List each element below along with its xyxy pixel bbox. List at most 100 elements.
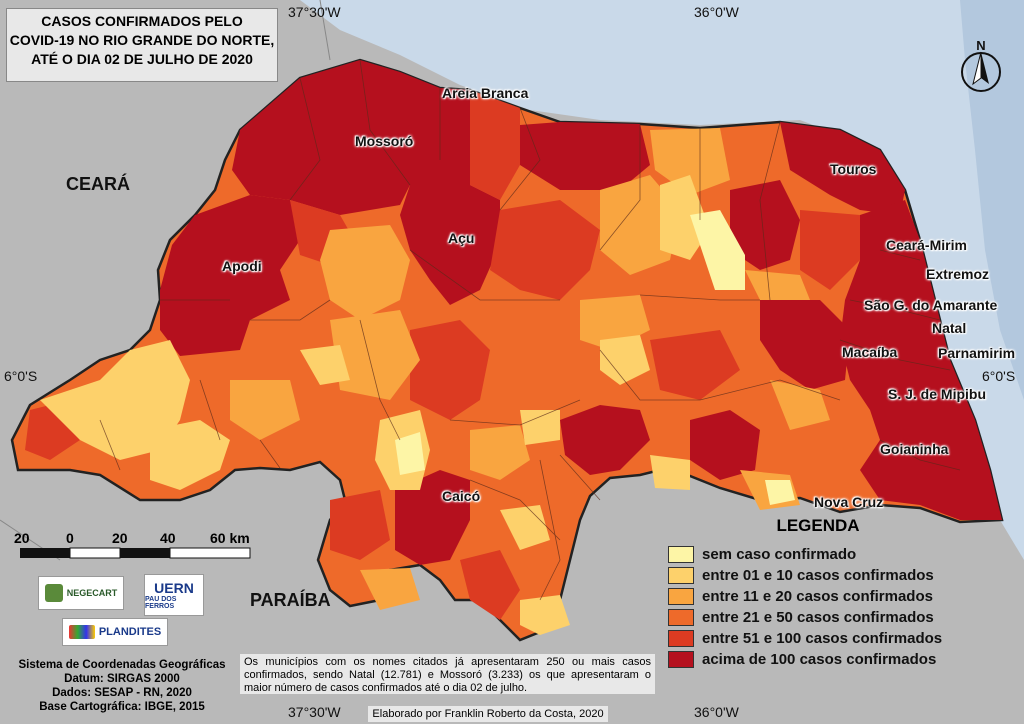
- region-r11-l: [360, 568, 420, 610]
- city-label-extremoz: Extremoz: [926, 266, 990, 282]
- title-line-3: ATÉ O DIA 02 DE JULHO DE 2020: [31, 51, 253, 67]
- uern-subtext: PAU DOS FERROS: [145, 596, 177, 610]
- legend-label: entre 01 e 10 casos confirmados: [702, 567, 934, 584]
- region-r11-c: [650, 128, 730, 195]
- negecart-text: NEGECART: [66, 588, 118, 598]
- ocean-deep: [960, 0, 1024, 400]
- plandites-logo: PLANDITES: [62, 618, 168, 646]
- city-label-sao-goncalo: São G. do Amarante: [864, 297, 998, 313]
- info-line: Base Cartográfica: IBGE, 2015: [39, 701, 205, 713]
- legend-label: sem caso confirmado: [702, 546, 857, 563]
- city-label-natal: Natal: [932, 320, 967, 336]
- legend-swatch: [668, 609, 694, 626]
- region-r01-g: [520, 595, 570, 635]
- info-line: Datum: SIRGAS 2000: [64, 673, 180, 685]
- info-line: Sistema de Coordenadas Geográficas: [18, 659, 226, 671]
- region-r01-d: [300, 345, 350, 385]
- region-r01-b: [150, 420, 230, 490]
- region-r01-e: [660, 175, 710, 260]
- region-r51-g: [330, 490, 390, 560]
- region-apodi: [160, 195, 300, 356]
- city-label-ceara-mirim: Ceará-Mirim: [886, 237, 967, 253]
- region-r01-f: [600, 335, 650, 385]
- info-line: Dados: SESAP - RN, 2020: [52, 687, 192, 699]
- legend-item: entre 11 e 20 casos confirmados: [668, 586, 1008, 607]
- region-agreste: [690, 410, 760, 480]
- region-r01-j: [650, 455, 690, 490]
- scale-label: 0: [66, 530, 74, 546]
- region-r0-c: [395, 432, 425, 475]
- region-mossoro: [232, 60, 470, 215]
- legend: LEGENDA sem caso confirmado entre 01 e 1…: [668, 516, 1008, 670]
- legend-item: entre 01 e 10 casos confirmados: [668, 565, 1008, 586]
- city-label-acu: Açu: [448, 230, 475, 246]
- title-line-2: COVID-19 NO RIO GRANDE DO NORTE,: [9, 32, 275, 48]
- region-caico: [395, 470, 470, 565]
- city-label-caico: Caicó: [442, 488, 481, 504]
- north-arrow-icon: N: [958, 38, 1004, 94]
- plandites-text: PLANDITES: [98, 626, 162, 638]
- scale-label: 40: [160, 530, 176, 546]
- city-label-macaiba: Macaíba: [842, 344, 898, 360]
- legend-label: entre 11 e 20 casos confirmados: [702, 588, 933, 605]
- legend-label: entre 51 e 100 casos confirmados: [702, 630, 943, 647]
- legend-swatch: [668, 651, 694, 668]
- region-north: [520, 122, 650, 190]
- scale-label: 60 km: [210, 530, 250, 546]
- legend-swatch: [668, 546, 694, 563]
- north-label: N: [976, 38, 985, 53]
- coord-top-left: 37°30'W: [288, 4, 341, 20]
- region-r01-h: [500, 505, 550, 550]
- region-r0-a: [690, 210, 745, 290]
- uern-logo: UERN PAU DOS FERROS: [144, 574, 204, 616]
- state-label-paraiba: PARAÍBA: [250, 590, 331, 610]
- coord-bottom-left: 37°30'W: [288, 704, 341, 720]
- scale-label: 20: [112, 530, 128, 546]
- people-icon: [68, 625, 95, 639]
- city-label-nova-cruz: Nova Cruz: [814, 494, 884, 510]
- region-acu: [400, 185, 500, 305]
- coord-left-lat: 6°0'S: [4, 368, 38, 384]
- city-label-mipibu: S. J. de Mipibu: [888, 386, 987, 402]
- map-title: CASOS CONFIRMADOS PELO COVID-19 NO RIO G…: [6, 8, 278, 82]
- legend-item: acima de 100 casos confirmados: [668, 649, 1008, 670]
- region-r11-i: [470, 425, 530, 480]
- city-label-apodi: Apodi: [222, 258, 262, 274]
- region-r51-i: [460, 550, 520, 620]
- legend-label: entre 21 e 50 casos confirmados: [702, 609, 934, 626]
- city-label-touros: Touros: [830, 161, 877, 177]
- legend-item: entre 51 e 100 casos confirmados: [668, 628, 1008, 649]
- legend-item: entre 21 e 50 casos confirmados: [668, 607, 1008, 628]
- coord-top-right: 36°0'W: [694, 4, 739, 20]
- coord-right-lat: 6°0'S: [982, 368, 1016, 384]
- region-r11-f: [770, 380, 830, 430]
- city-label-parnamirim: Parnamirim: [938, 345, 1016, 361]
- legend-label: acima de 100 casos confirmados: [702, 651, 937, 668]
- uern-text: UERN: [154, 580, 194, 596]
- ocean: [300, 0, 1024, 560]
- border-line: [319, 0, 331, 61]
- map-info: Sistema de Coordenadas Geográficas Datum…: [4, 658, 240, 714]
- region-r51-f: [650, 330, 740, 400]
- scale-bar: [20, 547, 251, 559]
- tree-icon: [44, 584, 63, 602]
- legend-title: LEGENDA: [776, 516, 860, 535]
- municipal-boundaries: [99, 59, 961, 601]
- negecart-logo: NEGECART: [38, 576, 124, 610]
- region-r51-e: [800, 210, 860, 290]
- region-central: [560, 405, 650, 475]
- legend-swatch: [668, 630, 694, 647]
- city-label-goianinha: Goianinha: [880, 441, 949, 457]
- scale-label: 20: [14, 530, 30, 546]
- region-r01-i: [520, 410, 560, 445]
- region-r11-d: [330, 310, 420, 400]
- legend-swatch: [668, 588, 694, 605]
- coord-bottom-right: 36°0'W: [694, 704, 739, 720]
- city-label-areia-branca: Areia Branca: [442, 85, 529, 101]
- note-box: Os municípios com os nomes citados já ap…: [240, 654, 655, 694]
- state-label-ceara: CEARÁ: [66, 174, 131, 194]
- region-r11-a: [320, 225, 410, 320]
- legend-swatch: [668, 567, 694, 584]
- region-macaiba: [760, 300, 850, 390]
